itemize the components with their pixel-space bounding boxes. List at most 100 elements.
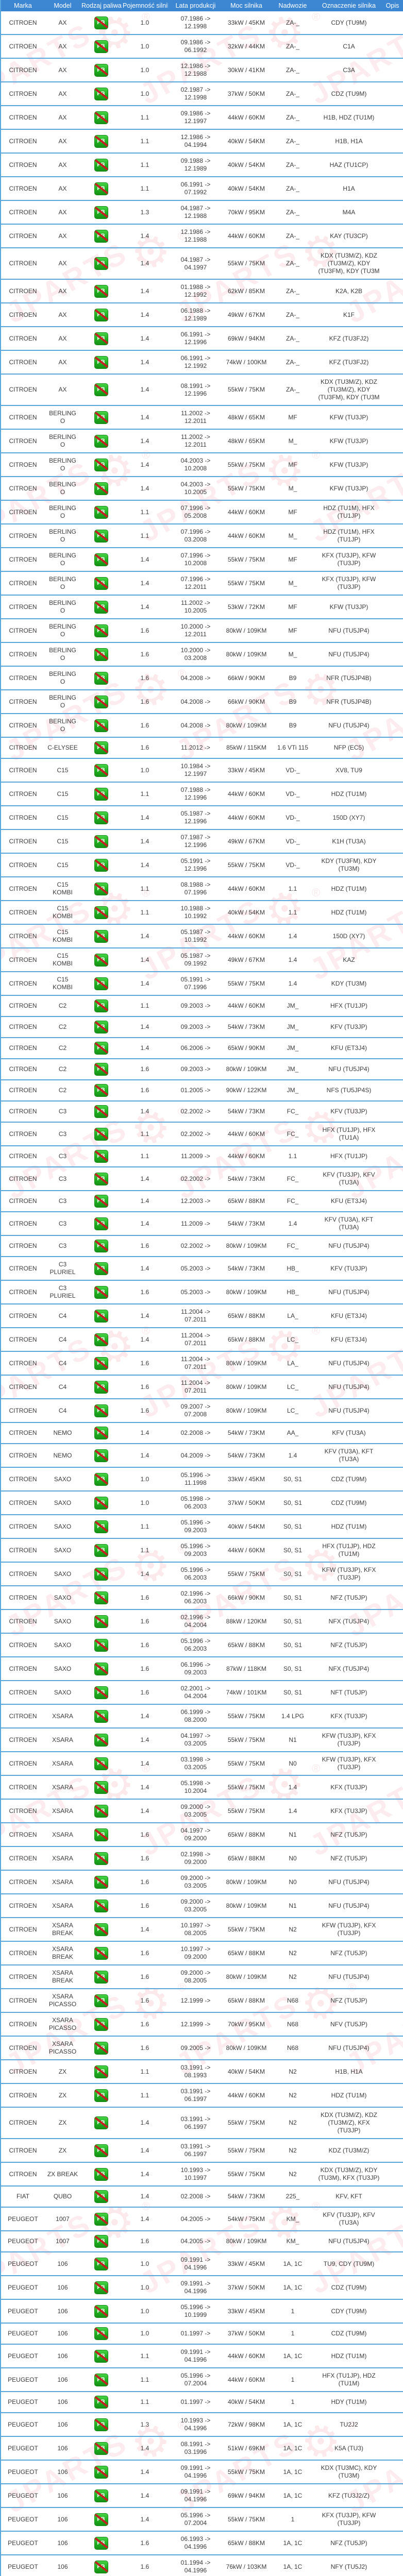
production-years-cell: 02.2002 -> bbox=[168, 1122, 223, 1146]
body-code-cell: M_ bbox=[270, 477, 316, 501]
fuel-cell: PB bbox=[80, 2276, 122, 2300]
engine-power-cell: 72kW / 98KM bbox=[223, 2413, 270, 2437]
fuel-cell: PB bbox=[80, 1467, 122, 1492]
engine-capacity-cell: 1.1 bbox=[122, 782, 168, 806]
body-code-cell: N0 bbox=[270, 1752, 316, 1776]
fuel-cell: PB bbox=[80, 303, 122, 327]
model-cell: XSARA BREAK bbox=[45, 1918, 80, 1942]
description-cell bbox=[382, 1515, 403, 1539]
engine-code-cell: KFZ (TU3FJ2) bbox=[316, 350, 382, 375]
production-years-cell: 05.1996 -> 09.2003 bbox=[168, 1515, 223, 1539]
table-row: CITROEN C3 PB 1.4 11.2009 -> 54kW / 73KM 1.4 KF… bbox=[1, 1212, 403, 1236]
table-row: CITROEN C3 PB 1.1 11.2009 -> 44kW / 60KM 1.1 HF… bbox=[1, 1146, 403, 1167]
brand-cell: PEUGEOT bbox=[1, 2392, 45, 2413]
engine-capacity-cell: 1.6 bbox=[122, 1657, 168, 1681]
body-code-cell: 1 bbox=[270, 2392, 316, 2413]
description-cell bbox=[382, 1257, 403, 1281]
production-years-cell: 09.2003 -> bbox=[168, 1059, 223, 1080]
engine-power-cell: 80kW / 109KM bbox=[223, 1059, 270, 1080]
production-years-cell: 11.2004 -> 07.2011 bbox=[168, 1328, 223, 1352]
fuel-cell: PB bbox=[80, 453, 122, 477]
engine-power-cell: 55kW / 75KM bbox=[223, 2139, 270, 2163]
fuel-cell: PB bbox=[80, 758, 122, 783]
brand-cell: CITROEN bbox=[1, 1704, 45, 1728]
column-header-oznaczenie-silnika: Oznaczenie silnika bbox=[316, 0, 382, 11]
engine-code-cell: H1B, H1A bbox=[316, 2060, 382, 2084]
table-row: CITROEN C4 PB 1.6 11.2004 -> 07.2011 80kW / 1… bbox=[1, 1375, 403, 1399]
production-years-cell: 05.1996 -> 07.2004 bbox=[168, 2507, 223, 2532]
table-row: CITROEN XSARA PB 1.6 09.2000 -> 03.2005 80kW … bbox=[1, 1894, 403, 1918]
fuel-petrol-pb-icon: PB bbox=[94, 1449, 108, 1462]
brand-cell: CITROEN bbox=[1, 1609, 45, 1634]
engine-capacity-cell: 1.4 bbox=[122, 1422, 168, 1444]
fuel-petrol-pb-icon: PB bbox=[94, 2116, 108, 2129]
model-cell: BERLINGO bbox=[45, 500, 80, 524]
model-cell: AX bbox=[45, 327, 80, 351]
model-cell: 106 bbox=[45, 2323, 80, 2345]
engine-code-cell: HDY (TU1M) bbox=[316, 2392, 382, 2413]
description-cell bbox=[382, 2413, 403, 2437]
body-code-cell: S0, S1 bbox=[270, 1586, 316, 1610]
body-code-cell: 1 bbox=[270, 2368, 316, 2392]
engine-code-cell: NFU (TU5JP4) bbox=[316, 1870, 382, 1894]
brand-cell: CITROEN bbox=[1, 1016, 45, 1038]
table-header: Marka Model Rodzaj paliwa Pojemność siln… bbox=[1, 0, 403, 11]
column-header-lata-produkcji: Lata produkcji bbox=[168, 0, 223, 11]
description-cell bbox=[382, 2107, 403, 2139]
table-row: CITROEN BERLINGO PB 1.6 04.2008 -> 80kW / 109… bbox=[1, 714, 403, 738]
engine-code-cell: HDZ (TU1M) bbox=[316, 2083, 382, 2108]
description-cell bbox=[382, 1586, 403, 1610]
description-cell bbox=[382, 374, 403, 406]
model-cell: XSARA PICASSO bbox=[45, 1989, 80, 2013]
description-cell bbox=[382, 2368, 403, 2392]
brand-cell: CITROEN bbox=[1, 405, 45, 430]
description-cell bbox=[382, 1059, 403, 1080]
engine-power-cell: 55kW / 75KM bbox=[223, 972, 270, 996]
model-cell: AX bbox=[45, 35, 80, 59]
engine-power-cell: 44kW / 60KM bbox=[223, 224, 270, 248]
engine-capacity-cell: 1.4 bbox=[122, 1257, 168, 1281]
fuel-cell: PB bbox=[80, 374, 122, 406]
production-years-cell: 06.1999 -> 08.2000 bbox=[168, 1704, 223, 1728]
brand-cell: CITROEN bbox=[1, 2012, 45, 2037]
model-cell: C4 bbox=[45, 1351, 80, 1376]
model-cell: 106 bbox=[45, 2252, 80, 2276]
table-row: PEUGEOT 106 PB 1.1 09.1991 -> 04.1996 44kW / … bbox=[1, 2344, 403, 2368]
production-years-cell: 09.1991 -> 04.1996 bbox=[168, 2484, 223, 2508]
fuel-petrol-pb-icon: PB bbox=[94, 1852, 108, 1865]
engine-capacity-cell: 1.6 bbox=[122, 737, 168, 759]
fuel-cell: PB bbox=[80, 11, 122, 35]
engine-power-cell: 44kW / 60KM bbox=[223, 2344, 270, 2368]
engine-code-cell: NFZ (TU5JP) bbox=[316, 1823, 382, 1847]
engine-capacity-cell: 1.6 bbox=[122, 1989, 168, 2013]
body-code-cell: 1 bbox=[270, 2507, 316, 2532]
body-code-cell: S0, S1 bbox=[270, 1562, 316, 1586]
engine-code-cell: NFU (TU5JP4) bbox=[316, 1965, 382, 1989]
model-cell: AX bbox=[45, 279, 80, 303]
model-cell: BERLINGO bbox=[45, 571, 80, 596]
production-years-cell: 11.2004 -> 07.2011 bbox=[168, 1351, 223, 1376]
body-code-cell: 1A, 1C bbox=[270, 2252, 316, 2276]
table-row: CITROEN AX PB 1.1 12.1986 -> 04.1994 40kW / 5… bbox=[1, 129, 403, 154]
description-cell bbox=[382, 2012, 403, 2037]
description-cell bbox=[382, 1444, 403, 1468]
brand-cell: CITROEN bbox=[1, 595, 45, 619]
production-years-cell: 07.1996 -> 03.2008 bbox=[168, 524, 223, 548]
model-cell: SAXO bbox=[45, 1681, 80, 1705]
body-code-cell: N1 bbox=[270, 1823, 316, 1847]
model-cell: ZX BREAK bbox=[45, 2162, 80, 2187]
engine-code-cell: KDX (TU3M/Z), KDZ (TU3M/Z), KDY (TU3FM),… bbox=[316, 374, 382, 406]
brand-cell: CITROEN bbox=[1, 1146, 45, 1167]
engine-code-cell: NFU (TU5JP4) bbox=[316, 1375, 382, 1399]
description-cell bbox=[382, 303, 403, 327]
body-code-cell: N0 bbox=[270, 1846, 316, 1871]
engine-code-cell: KFW (TU3JP), KFX (TU3JP) bbox=[316, 1728, 382, 1752]
model-cell: BERLINGO bbox=[45, 714, 80, 738]
engine-capacity-cell: 1.4 bbox=[122, 548, 168, 572]
model-cell: XSARA bbox=[45, 1728, 80, 1752]
engine-capacity-cell: 1.4 bbox=[122, 453, 168, 477]
body-code-cell: HB_ bbox=[270, 1257, 316, 1281]
fuel-petrol-pb-icon: PB bbox=[94, 577, 108, 590]
fuel-petrol-pb-icon: PB bbox=[94, 1662, 108, 1675]
fuel-petrol-pb-icon: PB bbox=[94, 158, 108, 172]
